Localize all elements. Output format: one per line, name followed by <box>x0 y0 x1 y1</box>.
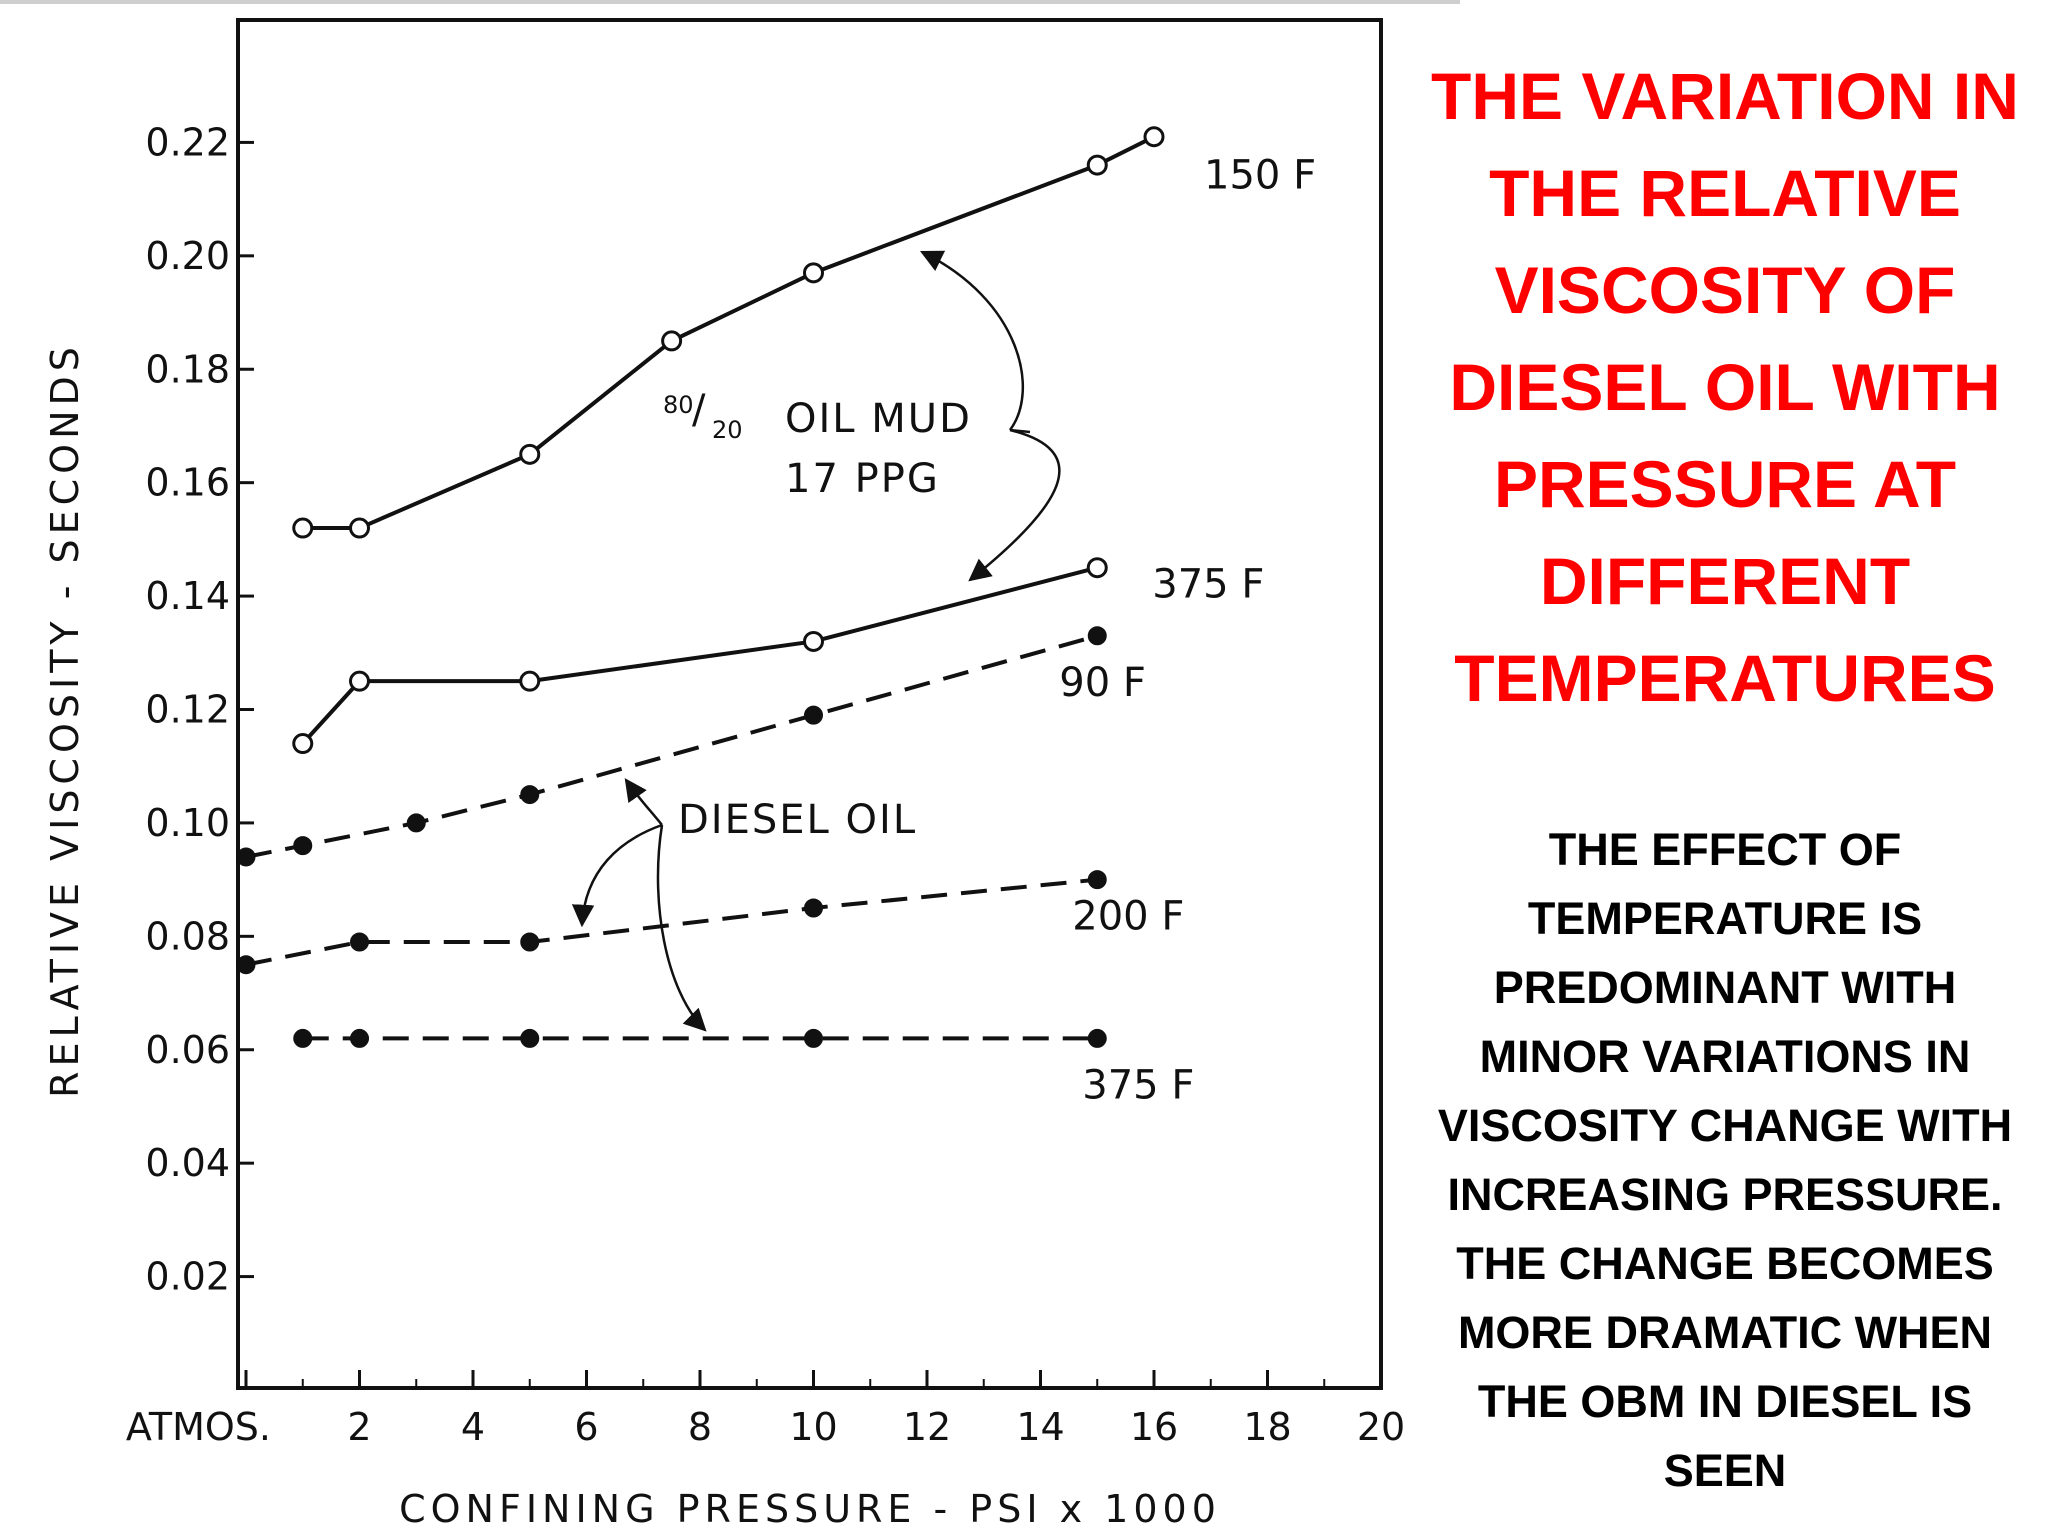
y-axis-title: RELATIVE VISCOSITY - SECONDS <box>43 342 87 1098</box>
data-point <box>1143 126 1165 148</box>
series-oil-mud-150f: 150 F <box>292 126 1316 539</box>
data-point <box>1086 557 1108 579</box>
data-point <box>519 443 541 465</box>
series-label: 375 F <box>1152 562 1264 608</box>
data-point <box>292 733 314 755</box>
series-label: 200 F <box>1072 894 1184 940</box>
slide-body-text: THE EFFECT OF TEMPERATURE IS PREDOMINANT… <box>1437 824 2013 1496</box>
data-point <box>520 1028 540 1048</box>
data-point <box>293 836 313 856</box>
y-axis-ticks: 0.02 0.04 0.06 0.08 0.10 0.12 0.14 0.16 0.18 0.20… <box>145 120 254 1299</box>
diesel-oil-label: DIESEL OIL <box>678 797 917 843</box>
series-layer: 150 F 375 F 90 F 200 F 375 F <box>236 126 1316 1108</box>
series-label: 150 F <box>1204 153 1316 199</box>
data-point <box>1087 626 1107 646</box>
x-tick-label: 6 <box>574 1405 598 1449</box>
x-axis-ticks: ATMOS. 2 4 6 8 10 12 14 16 18 20 <box>126 1370 1405 1449</box>
x-tick-label: ATMOS. <box>126 1405 271 1449</box>
data-point <box>292 517 314 539</box>
oil-mud-ratio-slash: / <box>692 387 707 433</box>
data-point <box>804 1028 823 1048</box>
data-point <box>520 785 540 805</box>
series-oil-mud-375f: 375 F <box>292 557 1264 755</box>
y-tick-label: 0.22 <box>145 120 230 164</box>
y-tick-label: 0.10 <box>145 801 230 845</box>
x-tick-label: 12 <box>903 1405 951 1449</box>
data-point <box>1087 870 1107 890</box>
y-tick-label: 0.20 <box>145 234 230 278</box>
series-line <box>301 565 1098 745</box>
data-point <box>804 898 823 918</box>
data-point <box>293 1028 313 1048</box>
oil-mud-annotation: 80 / 20 OIL MUD 17 PPG <box>663 250 1061 582</box>
x-tick-label: 16 <box>1130 1405 1178 1449</box>
series-diesel-375f: 375 F <box>293 1028 1194 1108</box>
diesel-arrow-375f <box>656 824 707 1032</box>
data-point <box>1086 154 1108 176</box>
data-point <box>349 517 370 539</box>
data-point <box>236 955 256 975</box>
oil-mud-ratio-bottom: 20 <box>712 416 743 444</box>
series-label: 375 F <box>1082 1062 1194 1108</box>
diesel-arrow-200f <box>571 823 663 928</box>
oil-mud-arrow-down <box>968 428 1061 582</box>
top-rule <box>0 0 1460 4</box>
slide-title: THE VARIATION IN THE RELATIVE VISCOSITY … <box>1431 59 2019 715</box>
y-tick-label: 0.16 <box>145 461 230 505</box>
y-tick-label: 0.14 <box>145 574 230 618</box>
data-point <box>520 932 540 952</box>
x-tick-label: 8 <box>688 1405 712 1449</box>
oil-mud-ratio-top: 80 <box>663 391 694 419</box>
series-line <box>245 877 1098 967</box>
x-tick-label: 18 <box>1243 1405 1291 1449</box>
diesel-arrow-90f <box>624 778 663 826</box>
y-tick-label: 0.18 <box>145 347 230 391</box>
series-line <box>245 633 1098 859</box>
x-tick-label: 20 <box>1357 1405 1405 1449</box>
data-point <box>519 670 541 692</box>
data-point <box>803 630 824 652</box>
x-tick-label: 4 <box>461 1405 485 1449</box>
diesel-oil-annotation: DIESEL OIL <box>571 778 917 1032</box>
data-point <box>803 262 824 284</box>
x-tick-label: 14 <box>1016 1405 1064 1449</box>
series-label: 90 F <box>1059 660 1146 706</box>
y-tick-label: 0.12 <box>145 688 230 732</box>
data-point <box>661 330 683 352</box>
series-diesel-90f: 90 F <box>236 626 1146 867</box>
x-axis-title: CONFINING PRESSURE - PSI x 1000 <box>399 1487 1221 1531</box>
data-point <box>350 932 369 952</box>
oil-mud-arrow-up <box>919 250 1024 431</box>
data-point <box>350 1028 369 1048</box>
data-point <box>804 705 823 725</box>
oil-mud-label: OIL MUD <box>785 396 972 442</box>
oil-mud-density-label: 17 PPG <box>785 456 940 502</box>
data-point <box>236 847 256 867</box>
data-point <box>349 670 370 692</box>
x-tick-label: 2 <box>347 1405 371 1449</box>
y-tick-label: 0.06 <box>145 1028 230 1072</box>
viscosity-chart: 0.02 0.04 0.06 0.08 0.10 0.12 0.14 0.16 0.18 0.20… <box>43 18 1405 1531</box>
series-diesel-200f: 200 F <box>236 870 1184 975</box>
y-tick-label: 0.02 <box>145 1255 230 1299</box>
y-tick-label: 0.08 <box>145 914 230 958</box>
data-point <box>406 813 426 833</box>
data-point <box>1087 1028 1107 1048</box>
y-tick-label: 0.04 <box>145 1141 230 1185</box>
plot-frame <box>236 18 1383 1390</box>
x-tick-label: 10 <box>789 1405 837 1449</box>
series-line <box>302 134 1155 531</box>
